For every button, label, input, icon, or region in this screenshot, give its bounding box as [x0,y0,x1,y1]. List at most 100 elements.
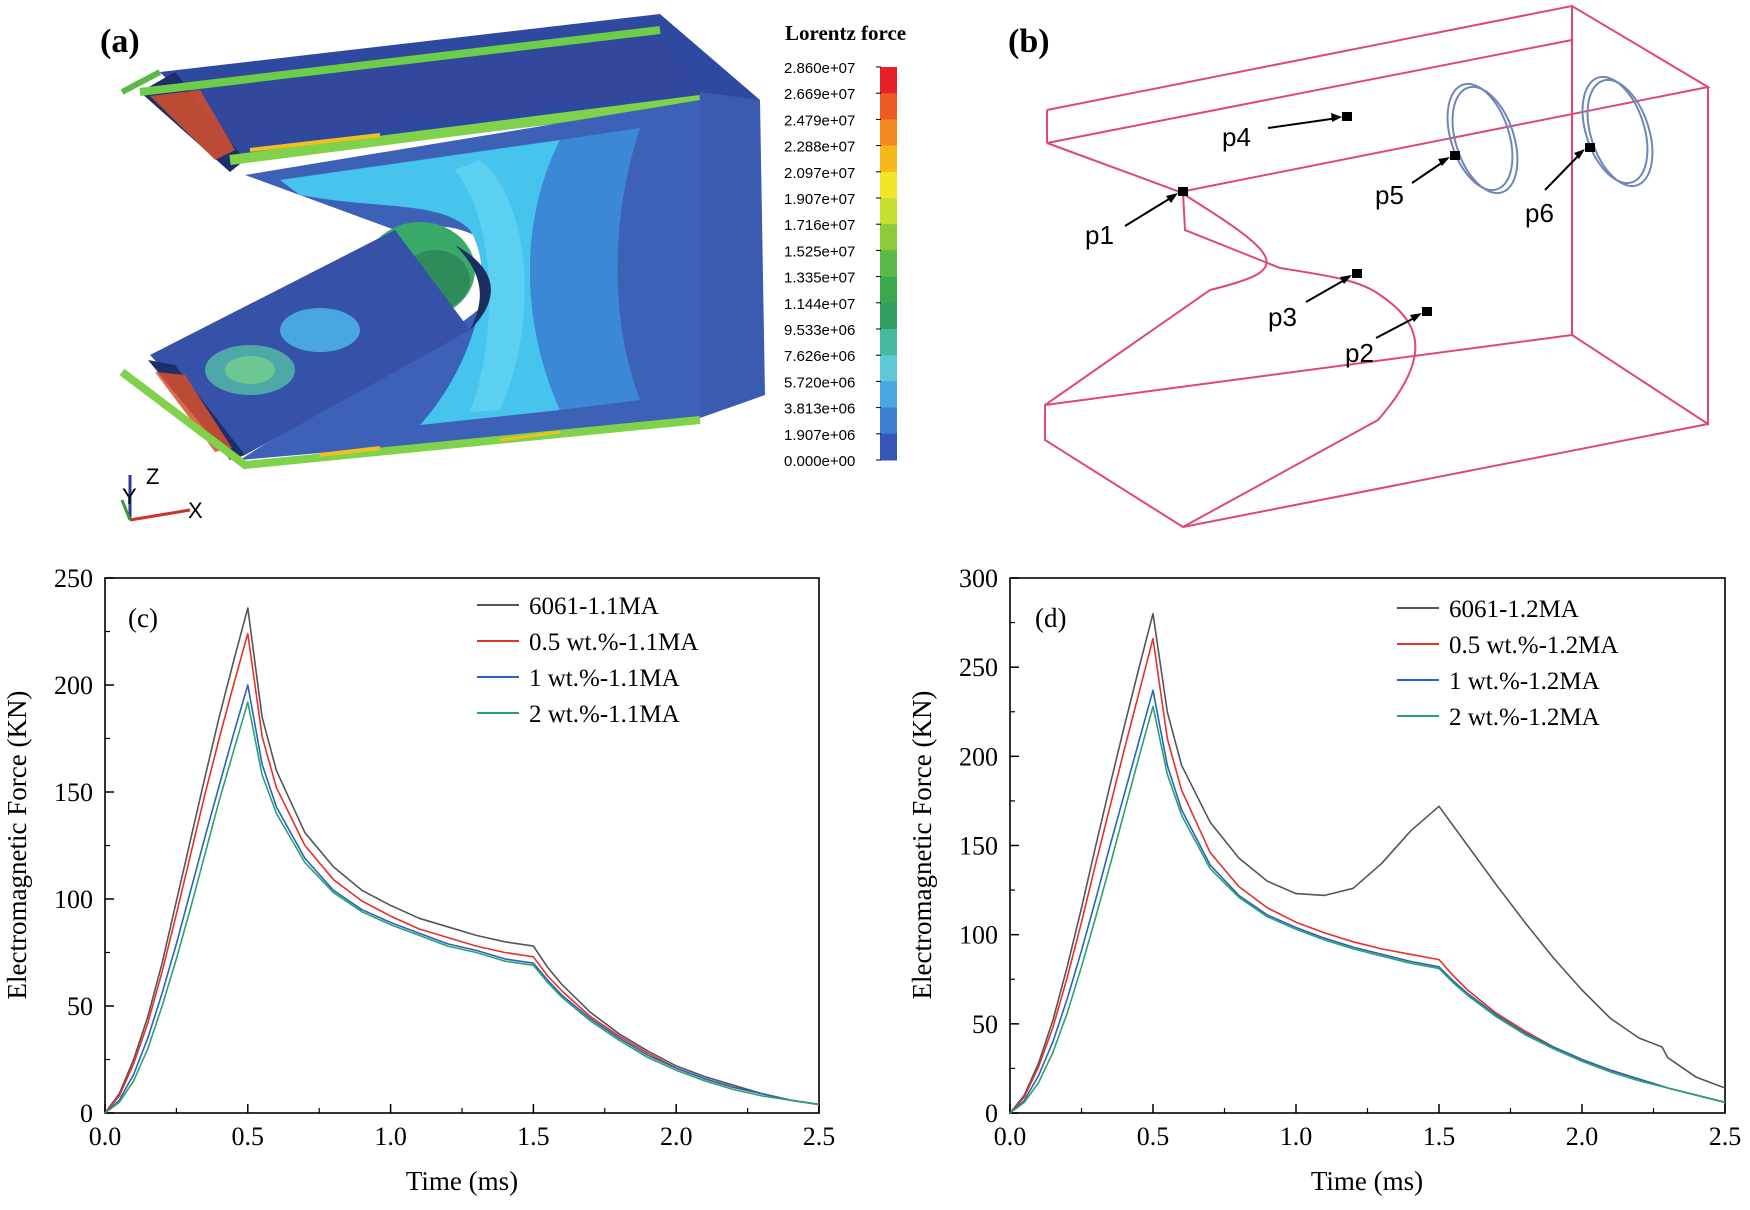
legend-label: 0.5 wt.%-1.2MA [1449,632,1618,659]
color-scale-swatch [880,381,897,409]
y-tick-label: 250 [54,564,93,593]
legend-label: 2 wt.%-1.2MA [1449,704,1600,731]
probe-label-p2: p2 [1345,338,1374,368]
axis-z-label: Z [146,464,159,489]
color-scale-value: 1.144e+07 [784,296,855,313]
chart-d-x-ticks: 0.0 0.5 1.0 1.5 2.0 2.5 [994,1104,1742,1151]
x-tick-label: 2.5 [803,1122,836,1151]
x-tick-label: 0.0 [89,1122,122,1151]
color-scale-value: 1.525e+07 [784,243,855,260]
legend-label: 1 wt.%-1.1MA [529,665,680,692]
probe-p6: p6 [1525,143,1595,228]
legend-label: 1 wt.%-1.2MA [1449,668,1600,695]
color-scale-value: 1.335e+07 [784,270,855,287]
probe-p4: p4 [1222,112,1352,152]
y-tick-label: 100 [54,885,93,914]
color-scale-value: 1.716e+07 [784,217,855,234]
color-scale-value: 5.720e+06 [784,374,855,391]
legend-title: Lorentz force [785,21,906,45]
series-line-4 [1009,705,1726,1114]
y-tick-label: 200 [959,742,998,771]
series-line-3 [1009,689,1726,1114]
axis-triad: Z Y X [120,464,203,523]
legend-label: 0.5 wt.%-1.1MA [529,629,698,656]
color-scale-value: 9.533e+06 [784,322,855,339]
legend-label: 2 wt.%-1.1MA [529,701,680,728]
chart-c-x-axis-label: Time (ms) [406,1166,518,1196]
x-tick-label: 1.5 [1423,1122,1456,1151]
series-line-1 [1009,612,1726,1114]
chart-d-y-axis-label: Electromagnetic Force (KN) [907,691,937,1000]
chart-c-x-ticks: 0.0 0.5 1.0 1.5 2.0 2.5 [89,1104,836,1151]
probe-p5: p5 [1375,151,1460,210]
y-tick-label: 50 [67,992,93,1021]
y-tick-label: 150 [959,832,998,861]
panel-a-label: (a) [100,23,140,60]
color-scale-swatch [880,276,897,304]
color-scale-value: 2.097e+07 [784,165,855,182]
chart-d-x-axis-label: Time (ms) [1311,1166,1423,1196]
color-scale-value: 1.907e+06 [784,427,855,444]
probe-label-p6: p6 [1525,198,1554,228]
color-scale-value: 2.860e+07 [784,60,855,77]
panel-a: (a) [100,14,906,523]
y-tick-label: 150 [54,778,93,807]
color-scale-swatch [880,302,897,330]
chart-c-legend: 6061-1.1MA 0.5 wt.%-1.1MA 1 wt.%-1.1MA 2 wt… [477,593,698,728]
x-tick-label: 2.0 [1566,1122,1599,1151]
series-line-1 [104,607,820,1114]
probe-label-p3: p3 [1268,302,1297,332]
y-tick-label: 50 [972,1010,998,1039]
coil-p6 [1581,75,1654,188]
color-scale-value: 2.669e+07 [784,86,855,103]
chart-c-series [104,607,820,1114]
coil-p5 [1446,82,1519,195]
probe-p1: p1 [1085,187,1188,250]
color-scale-swatch [880,93,897,120]
chart-c-y-ticks: 0 50 100 150 200 250 [54,564,114,1128]
lorentz-force-contour-model [119,14,765,470]
color-scale-swatch [880,224,897,251]
color-scale-value: 2.479e+07 [784,112,855,129]
x-tick-label: 0.0 [994,1122,1027,1151]
chart-d-y-ticks: 0 50 100 150 200 250 300 [959,564,1019,1128]
color-scale-value: 3.813e+06 [784,401,855,418]
legend-label: 6061-1.1MA [529,593,659,620]
color-scale-swatch [880,329,897,356]
series-line-4 [104,701,820,1114]
color-scale-legend: Lorentz force 2.860e+07 2.669e+07 2.479e+0… [784,21,906,470]
color-scale-swatch [880,433,897,461]
y-tick-label: 100 [959,921,998,950]
legend-label: 6061-1.2MA [1449,596,1579,623]
y-tick-label: 0 [985,1099,998,1128]
chart-c: (c) Time (ms) Electromagnetic Force (KN)… [2,564,835,1196]
chart-d-legend: 6061-1.2MA 0.5 wt.%-1.2MA 1 wt.%-1.2MA 2 wt… [1397,596,1618,731]
series-line-2 [104,632,820,1114]
x-tick-label: 2.0 [660,1122,693,1151]
color-scale-swatch [880,67,897,94]
series-line-3 [104,684,820,1114]
color-scale-bar [880,67,897,461]
panel-b-label: (b) [1008,23,1050,60]
color-scale-value: 1.907e+07 [784,191,855,208]
x-tick-label: 0.5 [232,1122,265,1151]
color-scale-labels: 2.860e+07 2.669e+07 2.479e+07 2.288e+07 2.09… [784,60,881,470]
chart-d: (d) Time (ms) Electromagnetic Force (KN)… [907,564,1741,1196]
y-tick-label: 0 [80,1099,93,1128]
color-scale-swatch [880,171,897,199]
color-scale-value: 0.000e+00 [784,453,855,470]
probe-label-p5: p5 [1375,180,1404,210]
x-tick-label: 1.0 [374,1122,407,1151]
y-tick-label: 300 [959,564,998,593]
y-tick-label: 250 [959,653,998,682]
color-scale-swatch [880,355,897,382]
chart-c-y-axis-label: Electromagnetic Force (KN) [2,691,32,1000]
axis-y-label: Y [122,484,137,509]
color-scale-value: 7.626e+06 [784,348,855,365]
axis-x-label: X [188,498,203,523]
probe-p3: p3 [1268,269,1362,332]
x-tick-label: 2.5 [1709,1122,1742,1151]
color-scale-swatch [880,407,897,435]
y-tick-label: 200 [54,671,93,700]
